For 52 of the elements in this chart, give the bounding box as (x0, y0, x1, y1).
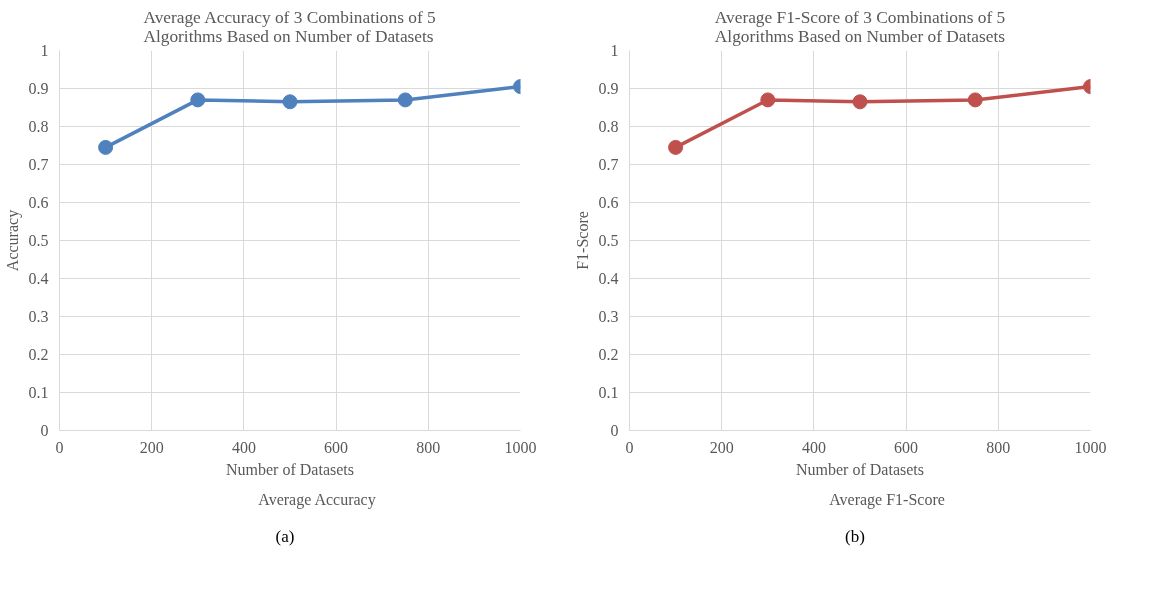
y-axis-title: Accuracy (3, 209, 22, 272)
y-tick-label: 0.1 (598, 384, 619, 401)
y-tick-label: 0.3 (598, 308, 619, 325)
text: Average F1-Score (829, 491, 945, 509)
point (397, 92, 413, 108)
text: Average Accuracy (258, 491, 376, 509)
x-tick-label: 200 (709, 438, 734, 456)
y-tick-label: 0.6 (598, 194, 619, 211)
y-tick-label: 0.6 (28, 194, 49, 211)
y-tick-label: 0.4 (598, 270, 619, 287)
y-tick-label: 0.7 (598, 156, 619, 173)
y-tick-label: 1 (610, 42, 619, 59)
y-tick-label: 1 (40, 42, 49, 59)
y-tick-label: 0.3 (28, 308, 49, 325)
y-tick-label: 0.8 (598, 118, 619, 135)
point (282, 94, 298, 110)
chart-title: Average F1-Score of 3 Combinations of 5 Algorithms Based on Number of Datasets (714, 7, 1006, 46)
x-tick-label: 0 (55, 438, 64, 456)
point (760, 92, 776, 108)
x-axis-title: Number of Datasets (796, 460, 924, 478)
x-tick-label: 400 (801, 438, 826, 456)
y-axis-title: F1-Score (573, 211, 591, 270)
x-tick-label: 600 (324, 438, 349, 456)
y-tick-label: 0.5 (598, 232, 619, 249)
y-tick-label: 0.1 (28, 384, 49, 401)
point (967, 92, 983, 108)
x-tick-label: 600 (894, 438, 919, 456)
y-tick-label: 0.5 (28, 232, 49, 249)
text: (b) (845, 526, 865, 548)
y-tick-label: 0 (40, 422, 49, 439)
x-tick-label: 0 (625, 438, 634, 456)
x-tick-label: 1000 (504, 438, 537, 456)
x-tick-label: 400 (231, 438, 256, 456)
point (668, 139, 684, 155)
y-tick-label: 0.2 (598, 346, 619, 363)
chart-title: Average Accuracy of 3 Combinations of 5 Algorithms Based on Number of Datasets (143, 7, 436, 46)
point (190, 92, 206, 108)
x-tick-label: 1000 (1074, 438, 1107, 456)
x-tick-label: 800 (986, 438, 1011, 456)
x-tick-label: 200 (139, 438, 164, 456)
y-tick-label: 0.7 (28, 156, 49, 173)
y-tick-label: 0 (610, 422, 619, 439)
y-tick-label: 0.9 (598, 80, 619, 97)
y-tick-label: 0.9 (28, 80, 49, 97)
x-tick-label: 800 (416, 438, 441, 456)
y-tick-label: 0.2 (28, 346, 49, 363)
point (852, 94, 868, 110)
y-tick-label: 0.4 (28, 270, 49, 287)
text: (a) (275, 526, 295, 548)
x-axis-title: Number of Datasets (226, 460, 354, 478)
y-tick-label: 0.8 (28, 118, 49, 135)
point (98, 139, 114, 155)
